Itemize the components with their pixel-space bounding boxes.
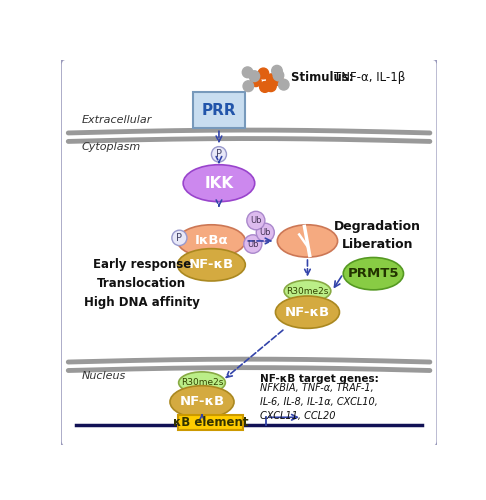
Text: R30me2s: R30me2s xyxy=(286,286,329,296)
Text: NF-κB: NF-κB xyxy=(285,306,330,318)
Ellipse shape xyxy=(183,164,255,202)
Ellipse shape xyxy=(179,372,226,394)
Text: Extracellular: Extracellular xyxy=(82,114,152,124)
Text: NF-κB target genes:: NF-κB target genes: xyxy=(260,374,379,384)
Circle shape xyxy=(266,81,276,92)
Circle shape xyxy=(211,146,226,162)
Circle shape xyxy=(258,68,269,79)
FancyBboxPatch shape xyxy=(192,92,245,128)
Text: PRR: PRR xyxy=(202,102,236,118)
Circle shape xyxy=(243,67,253,78)
Text: TNF-α, IL-1β: TNF-α, IL-1β xyxy=(334,71,405,84)
Text: Nucleus: Nucleus xyxy=(82,372,126,382)
Text: P: P xyxy=(216,150,222,160)
Text: Ub: Ub xyxy=(247,240,259,248)
Circle shape xyxy=(243,81,254,92)
Circle shape xyxy=(273,74,283,86)
Ellipse shape xyxy=(276,296,339,328)
Text: Ub: Ub xyxy=(260,228,271,237)
Text: P: P xyxy=(176,233,182,243)
Circle shape xyxy=(260,82,270,92)
Circle shape xyxy=(247,212,265,230)
Circle shape xyxy=(266,74,277,85)
Circle shape xyxy=(272,66,282,76)
Ellipse shape xyxy=(177,248,245,281)
Text: Early response
Translocation
High DNA affinity: Early response Translocation High DNA af… xyxy=(84,258,200,309)
Text: NFKBIA, TNF-α, TRAF-1,
IL-6, IL-8, IL-1α, CXCL10,
CXCL11, CCL20: NFKBIA, TNF-α, TRAF-1, IL-6, IL-8, IL-1α… xyxy=(260,384,378,422)
Circle shape xyxy=(172,230,187,246)
Text: PRMT5: PRMT5 xyxy=(347,267,399,280)
Text: R30me2s: R30me2s xyxy=(181,378,223,387)
Text: Stimulus:: Stimulus: xyxy=(291,71,357,84)
FancyBboxPatch shape xyxy=(177,415,243,430)
Text: Cytoplasm: Cytoplasm xyxy=(82,142,141,152)
Text: Ub: Ub xyxy=(250,216,261,225)
Circle shape xyxy=(244,235,262,254)
Ellipse shape xyxy=(177,225,245,257)
Text: IκBα: IκBα xyxy=(194,234,228,248)
Circle shape xyxy=(273,70,284,81)
Text: IKK: IKK xyxy=(205,176,233,190)
Circle shape xyxy=(256,223,274,242)
Text: NF-κB: NF-κB xyxy=(179,396,225,408)
Ellipse shape xyxy=(170,386,234,418)
Ellipse shape xyxy=(343,258,403,290)
Text: Degradation
Liberation: Degradation Liberation xyxy=(333,220,421,250)
Text: κB element: κB element xyxy=(173,416,248,429)
Circle shape xyxy=(251,76,261,86)
Text: NF-κB: NF-κB xyxy=(189,258,234,272)
Ellipse shape xyxy=(284,280,331,302)
Circle shape xyxy=(249,71,260,82)
Circle shape xyxy=(278,79,289,90)
Ellipse shape xyxy=(278,225,338,257)
